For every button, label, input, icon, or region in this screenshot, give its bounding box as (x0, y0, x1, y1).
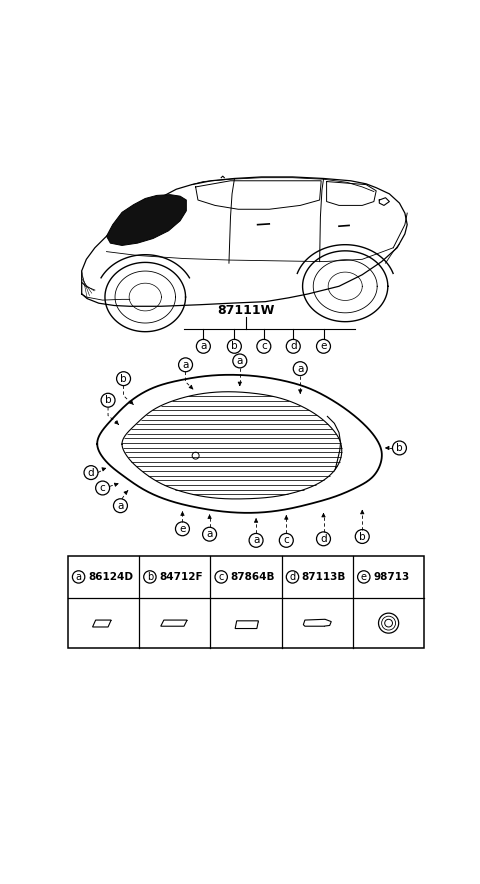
Text: 87113B: 87113B (302, 572, 346, 582)
Text: a: a (75, 572, 82, 582)
Text: a: a (237, 356, 243, 366)
Polygon shape (107, 194, 186, 246)
Polygon shape (161, 620, 187, 626)
Polygon shape (93, 620, 111, 627)
Text: c: c (261, 341, 267, 351)
Text: d: d (88, 468, 94, 477)
Text: b: b (147, 572, 153, 582)
Text: b: b (105, 395, 111, 405)
Text: e: e (361, 572, 367, 582)
Text: a: a (182, 360, 189, 370)
Text: a: a (253, 536, 259, 545)
Text: d: d (290, 341, 297, 351)
Polygon shape (235, 621, 258, 629)
Text: a: a (297, 363, 303, 374)
Text: d: d (320, 534, 327, 544)
Text: c: c (100, 483, 106, 493)
Text: a: a (206, 530, 213, 539)
Text: e: e (320, 341, 327, 351)
Text: 86124D: 86124D (88, 572, 133, 582)
Text: b: b (396, 443, 403, 453)
Polygon shape (303, 620, 331, 626)
Text: 84712F: 84712F (159, 572, 203, 582)
Text: a: a (200, 341, 206, 351)
Bar (68, 556, 424, 648)
Text: e: e (179, 524, 186, 534)
Text: b: b (120, 374, 127, 384)
Text: c: c (283, 536, 289, 545)
Text: d: d (289, 572, 296, 582)
Text: 87111W: 87111W (217, 304, 275, 317)
Text: c: c (218, 572, 224, 582)
Text: a: a (117, 500, 124, 511)
Text: 98713: 98713 (373, 572, 409, 582)
Text: 87864B: 87864B (230, 572, 275, 582)
Text: b: b (359, 531, 366, 542)
Text: b: b (231, 341, 238, 351)
